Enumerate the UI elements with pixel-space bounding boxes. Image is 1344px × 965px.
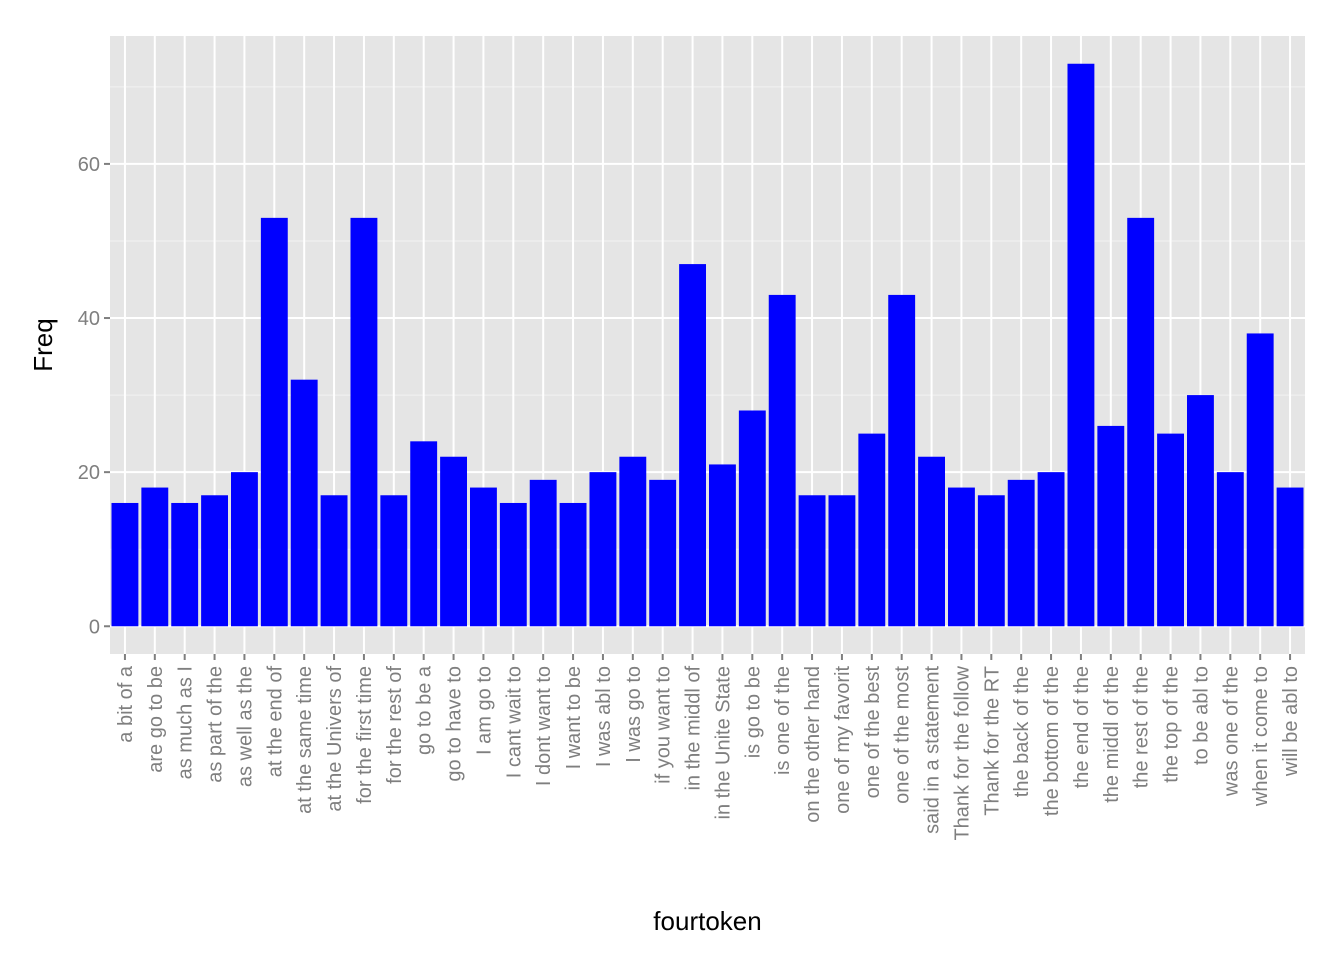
x-tick-label: go to have to xyxy=(444,666,466,782)
x-tick-label: I cant wait to xyxy=(503,666,525,778)
bar xyxy=(440,456,468,627)
x-tick-label: a bit of a xyxy=(115,665,137,743)
x-tick-label: as part of the xyxy=(205,666,227,783)
y-tick-label: 40 xyxy=(78,308,100,330)
bar xyxy=(1246,333,1274,627)
x-tick-label: when it come to xyxy=(1250,666,1272,807)
x-tick-label: the rest of the xyxy=(1131,666,1153,788)
bar xyxy=(798,495,826,627)
x-tick-label: as well as the xyxy=(234,666,256,787)
x-tick-label: the bottom of the xyxy=(1041,666,1063,816)
x-tick-label: one of the most xyxy=(892,666,914,804)
bar xyxy=(1276,487,1304,627)
bar xyxy=(1007,479,1035,627)
x-tick-label: I want to be xyxy=(563,666,585,769)
bar xyxy=(111,502,139,627)
y-tick-label: 0 xyxy=(89,616,100,638)
x-tick-label: in the middl of xyxy=(683,666,705,791)
x-tick-label: one of the best xyxy=(862,666,884,799)
bar xyxy=(1037,472,1065,627)
bar xyxy=(1186,395,1214,627)
x-tick-label: is one of the xyxy=(772,666,794,775)
bar xyxy=(201,495,229,627)
x-tick-label: at the end of xyxy=(264,666,286,778)
bar xyxy=(380,495,408,627)
x-tick-label: the middl of the xyxy=(1101,666,1123,803)
bar xyxy=(529,479,557,627)
bar xyxy=(977,495,1005,627)
x-tick-label: said in a statement xyxy=(922,666,944,834)
bar xyxy=(918,456,946,627)
x-tick-label: one of my favorit xyxy=(832,666,854,814)
bar xyxy=(469,487,497,627)
x-tick-label: as much as I xyxy=(175,666,197,779)
bar xyxy=(141,487,169,627)
bar xyxy=(828,495,856,627)
bar xyxy=(708,464,736,627)
plot-panel xyxy=(110,36,1305,654)
bar xyxy=(947,487,975,627)
bar xyxy=(1157,433,1185,627)
x-tick-label: is go to be xyxy=(742,666,764,758)
x-tick-label: go to be a xyxy=(414,665,436,755)
x-tick-label: at the same time xyxy=(294,666,316,814)
bar xyxy=(1216,472,1244,627)
x-tick-label: was one of the xyxy=(1220,666,1242,797)
bar xyxy=(619,456,647,627)
bar xyxy=(260,217,288,627)
x-axis-title: fourtoken xyxy=(653,906,761,936)
bar xyxy=(768,294,796,627)
bar xyxy=(679,264,707,627)
bar xyxy=(1097,425,1125,627)
bar xyxy=(559,502,587,627)
bars xyxy=(111,63,1304,627)
x-tick-label: on the other hand xyxy=(802,666,824,823)
x-tick-label: if you want to xyxy=(653,666,675,784)
x-tick-label: are go to be xyxy=(145,666,167,773)
bar xyxy=(858,433,886,627)
bar xyxy=(1127,217,1155,627)
x-tick-label: for the first time xyxy=(354,666,376,804)
bar xyxy=(589,472,617,627)
bar xyxy=(350,217,378,627)
x-tick-label: Thank for the follow xyxy=(951,665,973,840)
y-tick-label: 20 xyxy=(78,462,100,484)
x-axis: a bit of a are go to be as much as I as par… xyxy=(115,654,1302,841)
bar xyxy=(171,502,199,627)
y-tick-label: 60 xyxy=(78,154,100,176)
y-axis: 0 20 40 60 xyxy=(78,154,110,638)
bar xyxy=(738,410,766,627)
x-tick-label: in the Unite State xyxy=(712,666,734,819)
x-tick-label: will be abl to xyxy=(1280,666,1302,777)
bar xyxy=(410,441,438,627)
x-tick-label: the top of the xyxy=(1161,666,1183,783)
x-tick-label: for the rest of xyxy=(384,666,406,784)
x-tick-label: I was go to xyxy=(623,666,645,763)
y-axis-title: Freq xyxy=(28,318,58,371)
x-tick-label: at the Univers of xyxy=(324,666,346,812)
x-tick-label: the back of the xyxy=(1011,666,1033,797)
bar xyxy=(320,495,348,627)
bar xyxy=(499,502,527,627)
bar xyxy=(888,294,916,627)
x-tick-label: I was abl to xyxy=(593,666,615,767)
bar xyxy=(649,479,677,627)
x-tick-label: I dont want to xyxy=(533,666,555,786)
bar xyxy=(1067,63,1095,627)
x-tick-label: to be abl to xyxy=(1190,666,1212,765)
bar xyxy=(290,379,318,627)
x-tick-label: Thank for the RT xyxy=(981,666,1003,816)
x-tick-label: I am go to xyxy=(473,666,495,755)
bar xyxy=(230,472,258,627)
x-tick-label: the end of the xyxy=(1071,666,1093,788)
